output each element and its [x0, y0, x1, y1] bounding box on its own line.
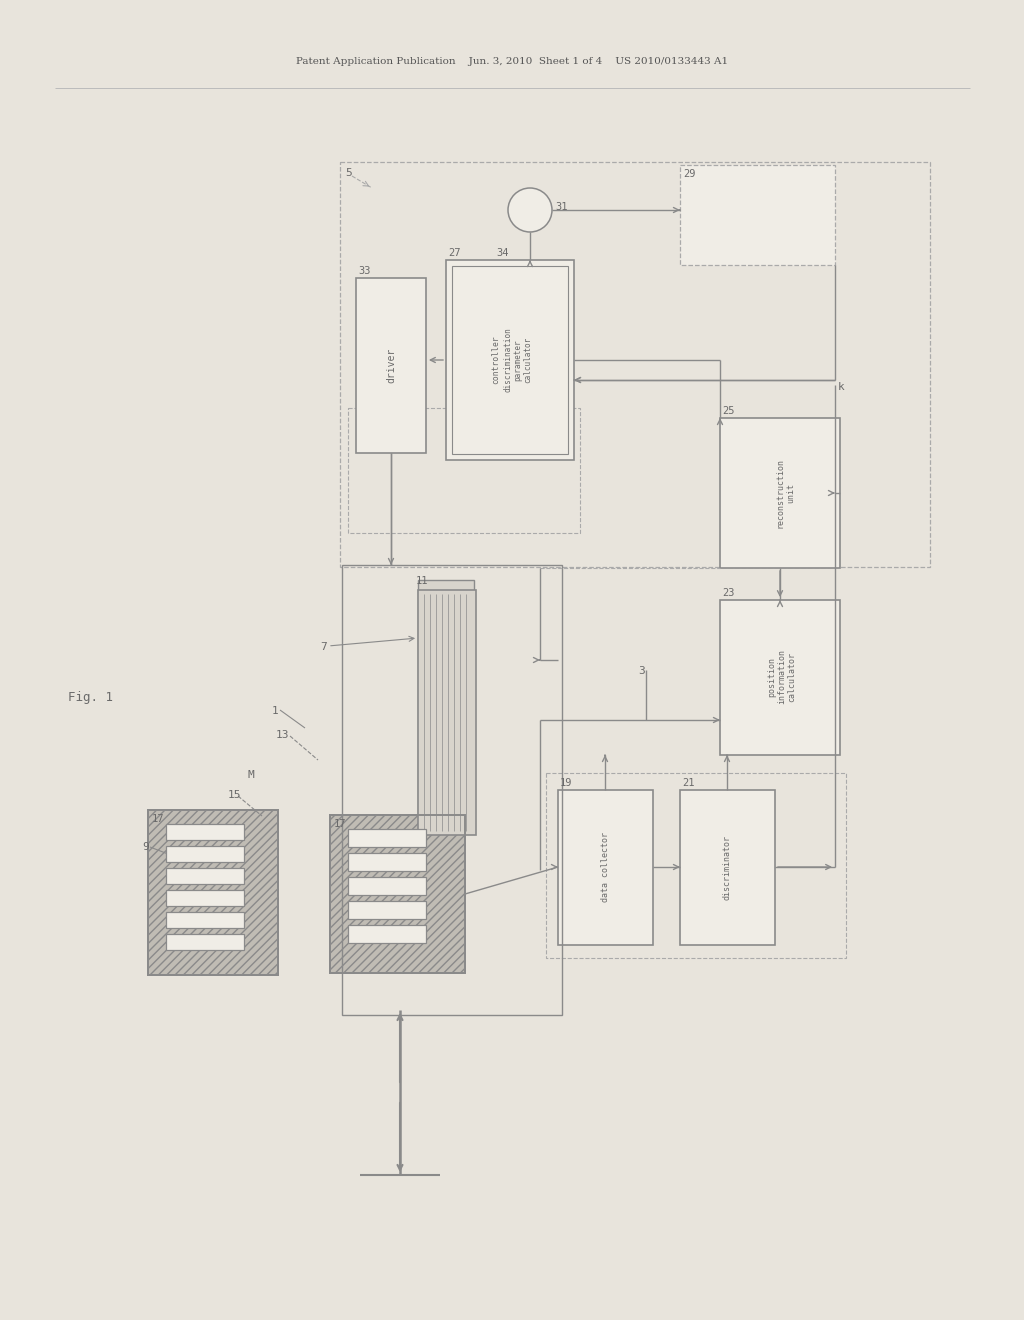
Bar — [340, 162, 930, 568]
Bar — [546, 774, 846, 958]
Text: 17: 17 — [334, 818, 346, 829]
Text: driver: driver — [386, 347, 396, 383]
Bar — [148, 810, 278, 975]
Bar — [166, 869, 244, 884]
Bar — [558, 789, 653, 945]
Text: parameter: parameter — [513, 339, 522, 380]
Text: 3: 3 — [638, 667, 645, 676]
Bar — [446, 260, 574, 459]
Bar — [166, 846, 244, 862]
Text: 17: 17 — [152, 814, 165, 824]
Text: position: position — [768, 657, 776, 697]
Text: M: M — [248, 770, 255, 780]
Bar — [166, 824, 244, 840]
Text: discriminator: discriminator — [723, 834, 731, 899]
Bar — [342, 565, 562, 1015]
Bar — [348, 925, 426, 942]
Text: calculator: calculator — [787, 652, 797, 702]
Text: 7: 7 — [319, 642, 327, 652]
Text: 31: 31 — [555, 202, 567, 213]
Text: 19: 19 — [560, 777, 572, 788]
Bar — [418, 590, 476, 836]
Bar — [166, 912, 244, 928]
Bar — [148, 810, 278, 975]
Text: 5: 5 — [345, 168, 352, 178]
Text: Patent Application Publication    Jun. 3, 2010  Sheet 1 of 4    US 2010/0133443 : Patent Application Publication Jun. 3, 2… — [296, 58, 728, 66]
Text: unit: unit — [786, 483, 796, 503]
Text: 25: 25 — [722, 407, 734, 416]
Text: Fig. 1: Fig. 1 — [68, 692, 113, 705]
Text: controller: controller — [492, 335, 501, 384]
Text: reconstruction: reconstruction — [775, 458, 784, 528]
Text: 13: 13 — [276, 730, 290, 741]
Text: data collector: data collector — [600, 832, 609, 902]
Bar — [166, 890, 244, 906]
Text: 34: 34 — [496, 248, 509, 257]
Text: 11: 11 — [416, 576, 428, 586]
Bar — [720, 418, 840, 568]
Text: discrimination: discrimination — [504, 327, 512, 392]
Bar — [330, 814, 465, 973]
Text: calculator: calculator — [523, 337, 532, 383]
Text: 15: 15 — [228, 789, 242, 800]
Text: 23: 23 — [722, 587, 734, 598]
Bar — [348, 853, 426, 871]
Text: k: k — [838, 381, 845, 392]
Text: 1: 1 — [272, 706, 279, 715]
Bar — [680, 165, 835, 265]
Text: information: information — [777, 649, 786, 705]
Bar — [348, 902, 426, 919]
Text: 21: 21 — [682, 777, 694, 788]
Bar — [348, 408, 580, 533]
Bar — [356, 279, 426, 453]
Text: 9: 9 — [142, 842, 148, 851]
Bar — [330, 814, 465, 973]
Bar — [418, 579, 474, 822]
Circle shape — [508, 187, 552, 232]
Bar — [720, 601, 840, 755]
Bar — [348, 829, 426, 847]
Bar — [166, 935, 244, 950]
Text: 33: 33 — [358, 267, 371, 276]
Text: 27: 27 — [449, 248, 461, 257]
Bar — [348, 876, 426, 895]
Text: 29: 29 — [683, 169, 695, 180]
Bar — [452, 267, 568, 454]
Bar — [680, 789, 775, 945]
